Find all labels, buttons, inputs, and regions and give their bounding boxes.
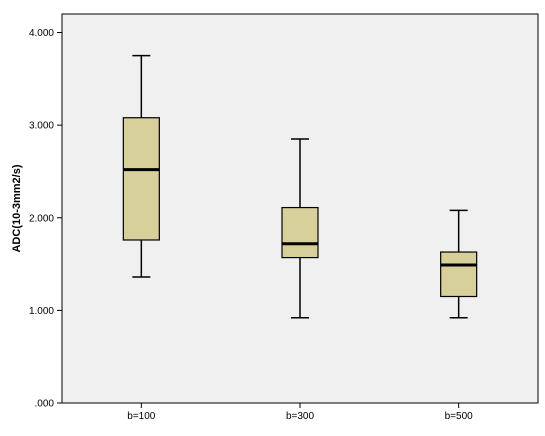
y-axis: .000 1.000 2.000 3.000 4.000 bbox=[29, 28, 62, 410]
boxes bbox=[122, 54, 478, 319]
x-tick-label: b=100 bbox=[127, 411, 156, 422]
box-b-500 bbox=[440, 209, 478, 319]
iqr-box bbox=[440, 251, 478, 298]
y-tick-label: 1.000 bbox=[29, 306, 54, 317]
x-tick-label: b=500 bbox=[445, 411, 474, 422]
y-tick-label: 3.000 bbox=[29, 121, 54, 132]
y-axis-title: ADC(10-3mm2/s) bbox=[11, 164, 23, 252]
y-tick-label: .000 bbox=[35, 399, 55, 410]
iqr-box bbox=[122, 117, 160, 241]
y-tick-label: 2.000 bbox=[29, 213, 54, 224]
box-b-100 bbox=[122, 54, 160, 278]
iqr-box bbox=[281, 206, 319, 259]
box-b-300 bbox=[281, 138, 319, 319]
x-tick-label: b=300 bbox=[286, 411, 315, 422]
y-tick-label: 4.000 bbox=[29, 28, 54, 39]
x-axis: b=100 b=300 b=500 bbox=[127, 403, 473, 422]
